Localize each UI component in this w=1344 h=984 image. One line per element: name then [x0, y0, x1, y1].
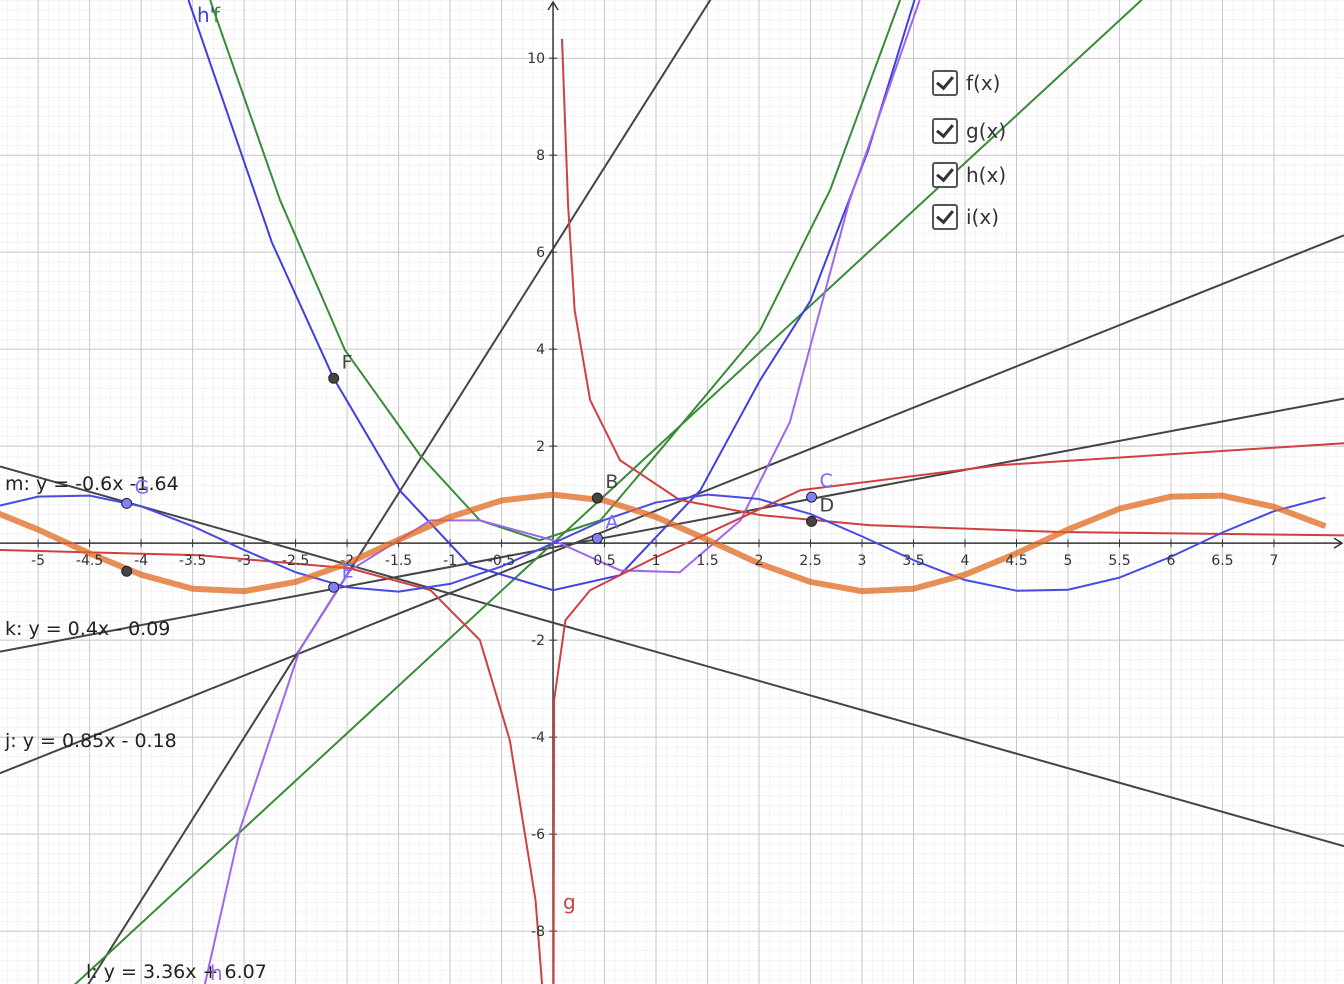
checkbox[interactable]: h(x) [932, 162, 1006, 188]
x-tick-label: 0.5 [593, 553, 615, 569]
x-tick-label: -1.5 [385, 553, 412, 569]
line-label: j: y = 0.85x - 0.18 [4, 730, 177, 752]
curve [0, 38, 1344, 984]
curve [187, 0, 916, 592]
checkbox[interactable]: f(x) [932, 70, 1000, 96]
point-label: F [342, 351, 353, 373]
point-label: B [605, 471, 618, 493]
curve-label: h' [197, 3, 215, 27]
x-tick-label: 3.5 [902, 553, 924, 569]
point [121, 497, 133, 509]
x-tick-label: -3 [237, 553, 251, 569]
curve [0, 491, 1327, 595]
point-label: A [605, 511, 618, 533]
x-tick-label: 1 [652, 553, 661, 569]
x-tick-label: -4 [134, 553, 148, 569]
x-tick-label: -3.5 [179, 553, 206, 569]
x-tick-label: -0.5 [488, 553, 515, 569]
x-tick-label: -5 [31, 553, 45, 569]
curve [552, 442, 1344, 984]
point [591, 492, 603, 504]
point-label: C [820, 470, 833, 492]
y-tick-label: 4 [536, 342, 545, 358]
curve [203, 0, 921, 984]
point [806, 491, 818, 503]
x-tick-label: 5 [1064, 553, 1073, 569]
x-tick-label: 3 [858, 553, 867, 569]
x-tick-label: 5.5 [1108, 553, 1130, 569]
curve [0, 493, 1326, 593]
checkbox-label[interactable]: i(x) [966, 205, 999, 229]
y-tick-label: 2 [536, 439, 545, 455]
point [328, 581, 340, 593]
x-tick-label: -1 [443, 553, 457, 569]
curve [209, 0, 902, 542]
y-axis-arrow [547, 0, 559, 11]
checkbox-box[interactable] [932, 118, 958, 144]
y-tick-label: -2 [531, 633, 545, 649]
x-tick-label: 7 [1270, 553, 1279, 569]
checkbox-box[interactable] [932, 204, 958, 230]
curve-label: g [563, 890, 576, 914]
y-tick-label: -8 [531, 924, 545, 940]
y-tick-label: 6 [536, 245, 545, 261]
checkbox-label[interactable]: f(x) [966, 71, 1001, 95]
line-label: l: y = 3.36x + 6.07 [86, 961, 267, 983]
curve-label: h [210, 961, 223, 984]
x-tick-label: 2.5 [799, 553, 821, 569]
curve-label: f [213, 3, 221, 27]
x-tick-label: 4.5 [1005, 553, 1027, 569]
line [0, 465, 1344, 848]
checkbox-label[interactable]: g(x) [966, 119, 1007, 143]
checkbox-box[interactable] [932, 162, 958, 188]
point [806, 515, 818, 527]
x-axis-arrow [1333, 537, 1344, 549]
point-label: E [342, 560, 354, 582]
y-tick-label: -6 [531, 827, 545, 843]
y-tick-label: 10 [527, 51, 545, 67]
checkbox[interactable]: i(x) [932, 204, 999, 230]
x-tick-label: -2 [340, 553, 354, 569]
x-tick-label: 2 [755, 553, 764, 569]
y-tick-label: 8 [536, 148, 545, 164]
line-label: k: y = 0.4x - 0.09 [5, 618, 170, 640]
line [0, 234, 1344, 775]
line-label: m: y = -0.6x -1.64 [5, 473, 179, 495]
point-label: D [820, 494, 835, 516]
x-tick-label: 1.5 [696, 553, 718, 569]
point [591, 532, 603, 544]
checkbox-box[interactable] [932, 70, 958, 96]
point-label: G [135, 476, 150, 498]
point [121, 565, 133, 577]
x-tick-label: 4 [961, 553, 970, 569]
x-tick-label: -2.5 [282, 553, 309, 569]
point [328, 372, 340, 384]
checkbox[interactable]: g(x) [932, 118, 1006, 144]
x-tick-label: 6 [1167, 553, 1176, 569]
checkbox-label[interactable]: h(x) [966, 163, 1007, 187]
x-tick-label: 6.5 [1211, 553, 1233, 569]
x-tick-label: -4.5 [76, 553, 103, 569]
y-tick-label: -4 [531, 730, 545, 746]
